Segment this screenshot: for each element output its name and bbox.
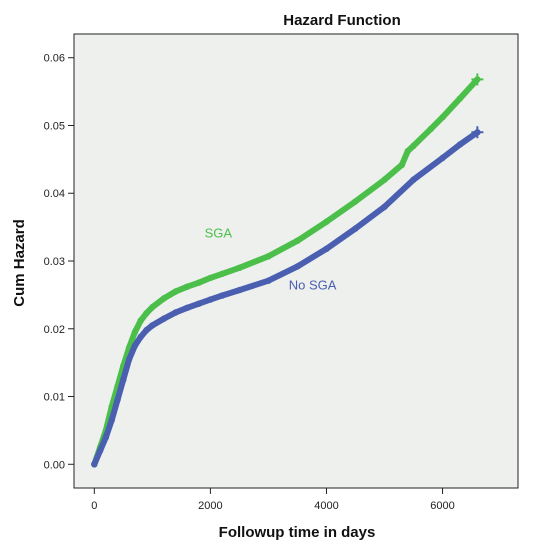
data-point-sga	[398, 161, 406, 168]
data-point-sga	[456, 95, 464, 102]
data-point-no-sga	[265, 277, 272, 284]
data-point-no-sga	[352, 225, 359, 232]
data-point-no-sga	[137, 333, 144, 341]
y-axis: 0.00 0.01 0.02 0.03 0.04 0.05 0.06	[44, 53, 74, 471]
data-point-no-sga	[439, 154, 446, 162]
data-point-no-sga	[236, 286, 243, 294]
x-tick-label: 6000	[430, 500, 454, 512]
data-point-sga	[236, 264, 243, 271]
data-point-sga	[410, 142, 417, 149]
series-label-sga: SGA	[205, 225, 233, 240]
data-point-no-sga	[218, 292, 226, 299]
x-tick-label: 2000	[198, 500, 222, 512]
plot-area	[73, 33, 519, 489]
x-tick-label: 0	[91, 500, 97, 512]
data-point-no-sga	[96, 447, 104, 454]
data-point-sga	[352, 198, 359, 205]
data-point-no-sga	[323, 245, 330, 252]
y-tick-label: 0.05	[44, 120, 65, 132]
data-point-sga	[137, 317, 144, 324]
data-point-no-sga	[456, 141, 464, 148]
x-axis: 0 2000 4000 6000	[91, 488, 455, 512]
data-point-no-sga	[381, 203, 388, 210]
y-tick-label: 0.00	[44, 459, 65, 471]
data-point-no-sga	[108, 417, 115, 424]
x-tick-label: 4000	[314, 500, 338, 512]
data-point-no-sga	[91, 461, 98, 468]
data-point-sga	[160, 295, 168, 302]
data-point-sga	[184, 283, 191, 290]
data-point-sga	[149, 303, 156, 311]
data-point-no-sga	[160, 315, 168, 322]
data-point-sga	[131, 328, 139, 336]
data-point-no-sga	[131, 342, 139, 349]
data-point-sga	[294, 237, 301, 244]
y-tick-label: 0.06	[44, 53, 65, 65]
series-labels: SGA No SGA	[205, 225, 337, 292]
data-point-sga	[265, 253, 272, 260]
data-point-sga	[218, 270, 226, 278]
data-point-sga	[195, 279, 202, 286]
data-point-sga	[381, 176, 388, 183]
data-point-sga	[427, 125, 435, 133]
data-point-no-sga	[149, 322, 156, 329]
data-point-sga	[143, 310, 150, 317]
data-point-sga	[323, 218, 330, 225]
y-tick-label: 0.03	[44, 256, 65, 268]
data-point-no-sga	[125, 356, 133, 363]
data-point-sga	[172, 288, 179, 295]
data-point-no-sga	[102, 434, 110, 441]
x-axis-label: Followup time in days	[219, 524, 376, 541]
y-tick-label: 0.01	[44, 392, 65, 404]
data-point-no-sga	[410, 176, 417, 183]
data-point-no-sga	[195, 300, 202, 307]
data-point-no-sga	[294, 263, 301, 270]
series-layer	[91, 73, 484, 468]
y-axis-label: Cum Hazard	[11, 219, 28, 307]
series-label-no-sga: No SGA	[289, 277, 337, 292]
data-point-no-sga	[143, 326, 150, 334]
data-point-sga	[404, 148, 411, 155]
chart-title: Hazard Function	[283, 12, 401, 29]
y-tick-label: 0.02	[44, 324, 65, 336]
y-tick-label: 0.04	[44, 188, 65, 200]
data-point-no-sga	[207, 296, 214, 303]
data-point-sga	[207, 274, 214, 282]
data-point-no-sga	[172, 309, 179, 316]
data-point-sga	[439, 114, 446, 121]
data-point-no-sga	[114, 396, 121, 404]
data-point-no-sga	[184, 304, 191, 311]
data-point-no-sga	[120, 376, 127, 383]
